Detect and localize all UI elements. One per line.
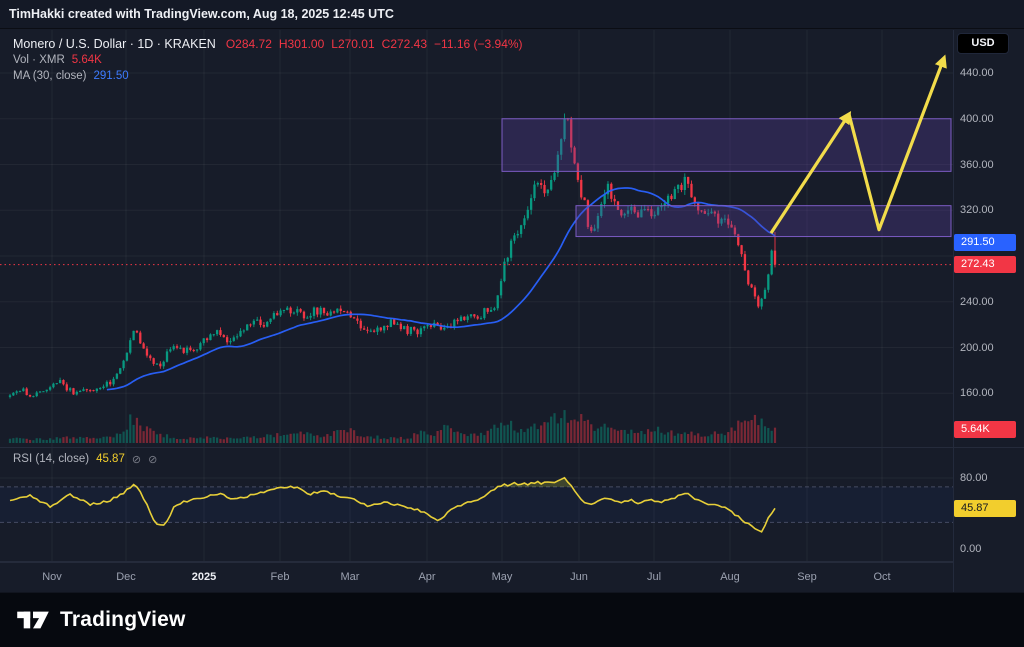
rsi-line: [9, 476, 776, 533]
symbol-row: Monero / U.S. Dollar · 1D · KRAKEN O284.…: [13, 36, 530, 52]
rsi-plot: [9, 476, 776, 533]
time-axis[interactable]: Nov Dec 2025 Feb Mar Apr May Jun Jul Aug Sep Oct: [0, 562, 953, 592]
volume-indicator-row: Vol · XMR 5.64K: [13, 52, 530, 68]
tradingview-wordmark[interactable]: TradingView: [60, 608, 186, 631]
change-value: −11.16 (−3.94%): [434, 37, 523, 51]
attribution-bar: TimHakki created with TradingView.com, A…: [0, 0, 1024, 29]
time-axis-label: Mar: [340, 571, 360, 583]
price-axis[interactable]: 440.00 400.00 360.00 320.00 240.00 200.00 160.…: [953, 30, 1024, 592]
last-price-badge: 272.43: [954, 256, 1016, 274]
ma-value-badge: 291.50: [954, 234, 1016, 252]
ma-indicator-row: MA (30, close) 291.50: [13, 68, 530, 84]
attribution-text: TimHakki created with TradingView.com, A…: [9, 7, 394, 21]
rsi-label: RSI (14, close): [13, 453, 90, 465]
high-value: H301.00: [278, 37, 325, 51]
rsi-option-icon[interactable]: ⊘: [131, 453, 142, 466]
ma-value: 291.50: [93, 70, 129, 82]
price-tick-label: 400.00: [960, 112, 994, 125]
price-axis-border: [953, 30, 954, 592]
pane-separator[interactable]: [0, 447, 1024, 448]
symbol-title: Monero / U.S. Dollar · 1D · KRAKEN: [13, 37, 216, 51]
rsi-value: 45.87: [96, 453, 125, 465]
volume-value-badge: 5.64K: [954, 421, 1016, 438]
trend-projection-arrow[interactable]: [847, 54, 947, 232]
time-axis-label: Sep: [797, 571, 817, 583]
lower-supply-zone[interactable]: [575, 205, 952, 238]
currency-toggle-button[interactable]: USD: [957, 33, 1009, 54]
time-axis-label: Aug: [720, 571, 740, 583]
rsi-value-badge: 45.87: [954, 499, 1016, 517]
ma-line: [106, 187, 776, 391]
ma-label: MA (30, close): [13, 70, 87, 82]
price-tick-label: 320.00: [960, 204, 994, 217]
low-value: L270.01: [331, 37, 375, 51]
price-tick-label: 160.00: [960, 387, 994, 400]
time-axis-label: Apr: [418, 571, 436, 583]
main-legend: Monero / U.S. Dollar · 1D · KRAKEN O284.…: [13, 36, 530, 84]
close-value: C272.43: [381, 37, 428, 51]
candlesticks: [8, 113, 777, 399]
grid-lines: [0, 30, 953, 561]
time-axis-label: Feb: [270, 571, 290, 583]
volume-label: Vol · XMR: [13, 54, 65, 66]
ohlc-values: O284.72 H301.00 L270.01 C272.43 −11.16 (−3.9…: [226, 36, 530, 52]
tradingview-logo-icon[interactable]: [16, 607, 50, 633]
time-axis-label: Dec: [116, 571, 136, 583]
rsi-indicator-row: RSI (14, close) 45.87 ⊘ ⊘: [13, 451, 157, 467]
time-axis-label: 2025: [191, 571, 217, 583]
footer-bar: TradingView: [0, 592, 1024, 647]
time-axis-label: Jun: [570, 571, 588, 583]
time-axis-label: Jul: [646, 571, 662, 583]
rsi-tick-label: 0.00: [960, 543, 982, 555]
rsi-option-icon[interactable]: ⊘: [148, 453, 158, 466]
time-axis-label: Nov: [42, 571, 62, 583]
price-tick-label: 440.00: [960, 67, 994, 79]
upper-supply-zone[interactable]: [501, 118, 952, 172]
price-tick-label: 200.00: [960, 341, 994, 354]
rsi-band: [0, 486, 953, 523]
time-axis-label: Oct: [873, 571, 891, 583]
rsi-tick-label: 80.00: [960, 472, 988, 484]
price-tick-label: 240.00: [960, 295, 994, 308]
open-value: O284.72: [225, 37, 272, 51]
volume-value: 5.64K: [71, 54, 102, 66]
trend-projection-arrow[interactable]: [769, 110, 852, 234]
time-axis-label: May: [491, 571, 513, 583]
volume-bars: [8, 410, 777, 443]
price-tick-label: 360.00: [960, 158, 994, 171]
price-chart-canvas[interactable]: [0, 30, 953, 562]
